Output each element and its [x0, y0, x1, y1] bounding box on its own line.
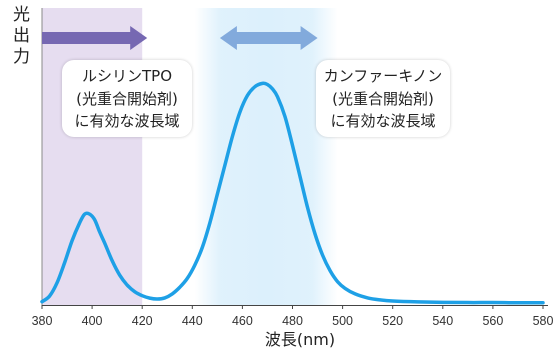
x-tick-label: 460	[232, 314, 253, 328]
camphorquinone-band	[195, 8, 338, 305]
x-tick-label: 440	[182, 314, 203, 328]
camphorquinone-name: カンファーキノン	[316, 65, 450, 88]
x-tick-label: 380	[32, 314, 53, 328]
x-tick-label: 540	[432, 314, 453, 328]
lucirin-tpo-band	[42, 8, 142, 305]
x-axis-ticks: 380 400 420 440 460 480 500 520 540 560 580	[32, 305, 554, 328]
lucirin-tpo-name: ルシリンTPO	[62, 65, 192, 88]
x-tick-label: 580	[533, 314, 554, 328]
x-axis-label: 波長(nm)	[200, 330, 400, 349]
lucirin-tpo-description: に有効な波長域	[62, 110, 192, 133]
x-tick-label: 420	[132, 314, 153, 328]
x-tick-label: 480	[282, 314, 303, 328]
y-axis-label: 光出力	[8, 5, 30, 75]
x-tick-label: 520	[382, 314, 403, 328]
x-tick-label: 560	[482, 314, 503, 328]
x-tick-label: 500	[332, 314, 353, 328]
camphorquinone-category: (光重合開始剤)	[316, 88, 450, 111]
lucirin-tpo-category: (光重合開始剤)	[62, 88, 192, 111]
camphorquinone-label-box: カンファーキノン (光重合開始剤) に有効な波長域	[316, 60, 450, 137]
x-tick-label: 400	[82, 314, 103, 328]
lucirin-tpo-label-box: ルシリンTPO (光重合開始剤) に有効な波長域	[62, 60, 192, 137]
camphorquinone-description: に有効な波長域	[316, 110, 450, 133]
